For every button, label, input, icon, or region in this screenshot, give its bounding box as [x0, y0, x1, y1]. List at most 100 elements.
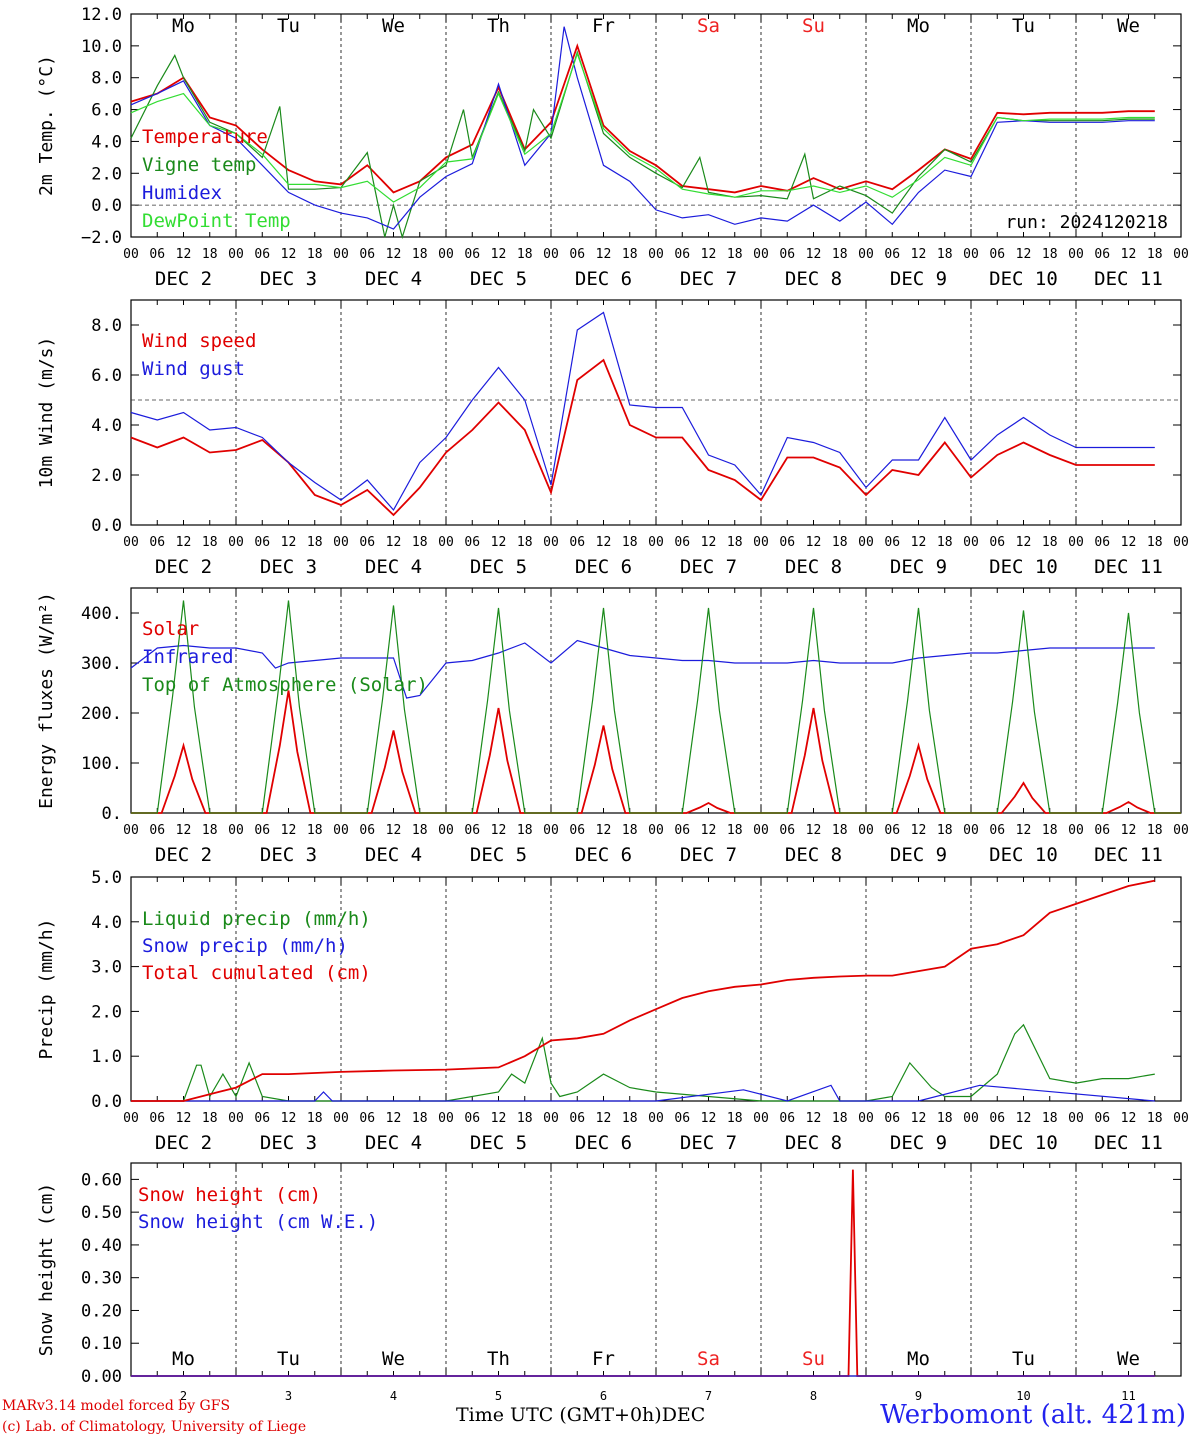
day-name-label: Fr — [592, 1348, 615, 1370]
hour-label: 06 — [464, 247, 480, 262]
day-name-label: Sa — [697, 1348, 720, 1370]
y-tick-label: 0.30 — [81, 1269, 122, 1289]
y-axis-label: Precip (mm/h) — [36, 919, 57, 1060]
hour-label: 06 — [989, 247, 1005, 262]
day-name-label: Su — [802, 15, 825, 37]
hour-label: 00 — [228, 823, 244, 838]
hour-label: 12 — [701, 247, 717, 262]
hour-label: 00 — [333, 247, 349, 262]
series-line — [130, 639, 1155, 699]
hour-label: 00 — [648, 535, 664, 550]
hour-label: 06 — [779, 535, 795, 550]
hour-label: 06 — [989, 1111, 1005, 1126]
panel-1 — [130, 13, 1182, 240]
hour-label: 18 — [1147, 1111, 1163, 1126]
panel-frame — [130, 299, 1182, 526]
hour-label: 18 — [412, 1111, 428, 1126]
y-tick-label: 0.50 — [81, 1203, 122, 1223]
day-number-label: 5 — [495, 1389, 502, 1400]
time-axis-title: Time UTC (GMT+0h) — [456, 1404, 662, 1426]
day-number-label: 7 — [705, 1389, 712, 1400]
hour-label: 00 — [438, 247, 454, 262]
y-tick-label: 8.0 — [91, 316, 122, 336]
hour-label: 00 — [858, 823, 874, 838]
hour-label: 06 — [254, 247, 270, 262]
hour-label: 12 — [1121, 823, 1137, 838]
y-axis-label: 2m Temp. (°C) — [36, 55, 57, 196]
hour-label: 12 — [176, 247, 192, 262]
hour-label: 06 — [884, 1111, 900, 1126]
month-label: DEC — [661, 1404, 706, 1426]
y-axis-label: 10m Wind (m/s) — [36, 337, 57, 489]
y-tick-label: 8.0 — [91, 69, 122, 89]
hour-label: 00 — [543, 535, 559, 550]
hour-label: 06 — [989, 823, 1005, 838]
hour-label: 06 — [1094, 535, 1110, 550]
date-label: DEC 9 — [890, 844, 947, 866]
day-name-label: Fr — [592, 15, 615, 37]
y-tick-label: 100. — [81, 754, 122, 774]
hour-label: 12 — [596, 1111, 612, 1126]
hour-label: 18 — [1042, 535, 1058, 550]
hour-label: 06 — [464, 823, 480, 838]
date-label: DEC 6 — [575, 844, 632, 866]
hour-label: 00 — [1068, 823, 1084, 838]
series-line — [130, 358, 1155, 517]
hour-label: 12 — [596, 247, 612, 262]
date-label: DEC 10 — [989, 844, 1058, 866]
date-label: DEC 5 — [470, 268, 527, 290]
legend-label: Solar — [142, 618, 199, 640]
hour-label: 18 — [1147, 535, 1163, 550]
hour-label: 00 — [333, 823, 349, 838]
hour-label: 18 — [202, 823, 218, 838]
y-tick-label: 1.0 — [91, 1047, 122, 1067]
date-label: DEC 3 — [260, 1132, 317, 1154]
hour-label: 18 — [727, 1111, 743, 1126]
hour-label: 12 — [806, 535, 822, 550]
hour-label: 06 — [149, 1111, 165, 1126]
hour-label: 12 — [491, 247, 507, 262]
hour-label: 18 — [622, 535, 638, 550]
hour-label: 06 — [569, 247, 585, 262]
day-name-label: Tu — [1012, 15, 1035, 37]
y-tick-label: 0. — [102, 804, 122, 824]
series-line — [130, 26, 1155, 230]
hour-label: 12 — [176, 1111, 192, 1126]
date-label: DEC 5 — [470, 1132, 527, 1154]
hour-label: 00 — [1173, 823, 1189, 838]
hour-label: 06 — [1094, 823, 1110, 838]
hour-label: 18 — [517, 1111, 533, 1126]
hour-label: 18 — [937, 1111, 953, 1126]
hour-label: 12 — [1121, 247, 1137, 262]
hour-label: 18 — [1042, 1111, 1058, 1126]
y-axis-label: Snow height (cm) — [36, 1183, 57, 1356]
hour-label: 12 — [1016, 1111, 1032, 1126]
hour-label: 06 — [254, 823, 270, 838]
date-label: DEC 9 — [890, 556, 947, 578]
date-label: DEC 4 — [365, 268, 422, 290]
legend-label: DewPoint Temp — [142, 210, 291, 232]
hour-label: 12 — [596, 535, 612, 550]
hour-label: 06 — [674, 823, 690, 838]
hour-label: 00 — [963, 247, 979, 262]
date-label: DEC 2 — [155, 1132, 212, 1154]
hour-label: 00 — [228, 247, 244, 262]
day-number-label: 10 — [1016, 1389, 1030, 1400]
hour-label: 18 — [937, 823, 953, 838]
hour-label: 12 — [596, 823, 612, 838]
run-annotation: run: 2024120218 — [1005, 212, 1168, 233]
hour-label: 18 — [517, 823, 533, 838]
panel-frame — [130, 587, 1182, 814]
hour-label: 18 — [937, 535, 953, 550]
date-label: DEC 2 — [155, 268, 212, 290]
date-label: DEC 11 — [1094, 556, 1163, 578]
hour-label: 00 — [858, 535, 874, 550]
hour-label: 00 — [1173, 247, 1189, 262]
hour-label: 18 — [832, 823, 848, 838]
hour-label: 18 — [517, 247, 533, 262]
hour-label: 00 — [543, 247, 559, 262]
hour-label: 00 — [753, 247, 769, 262]
date-label: DEC 5 — [470, 556, 527, 578]
station-name: Werbomont (alt. 421m) — [880, 1400, 1186, 1430]
hour-label: 18 — [832, 247, 848, 262]
